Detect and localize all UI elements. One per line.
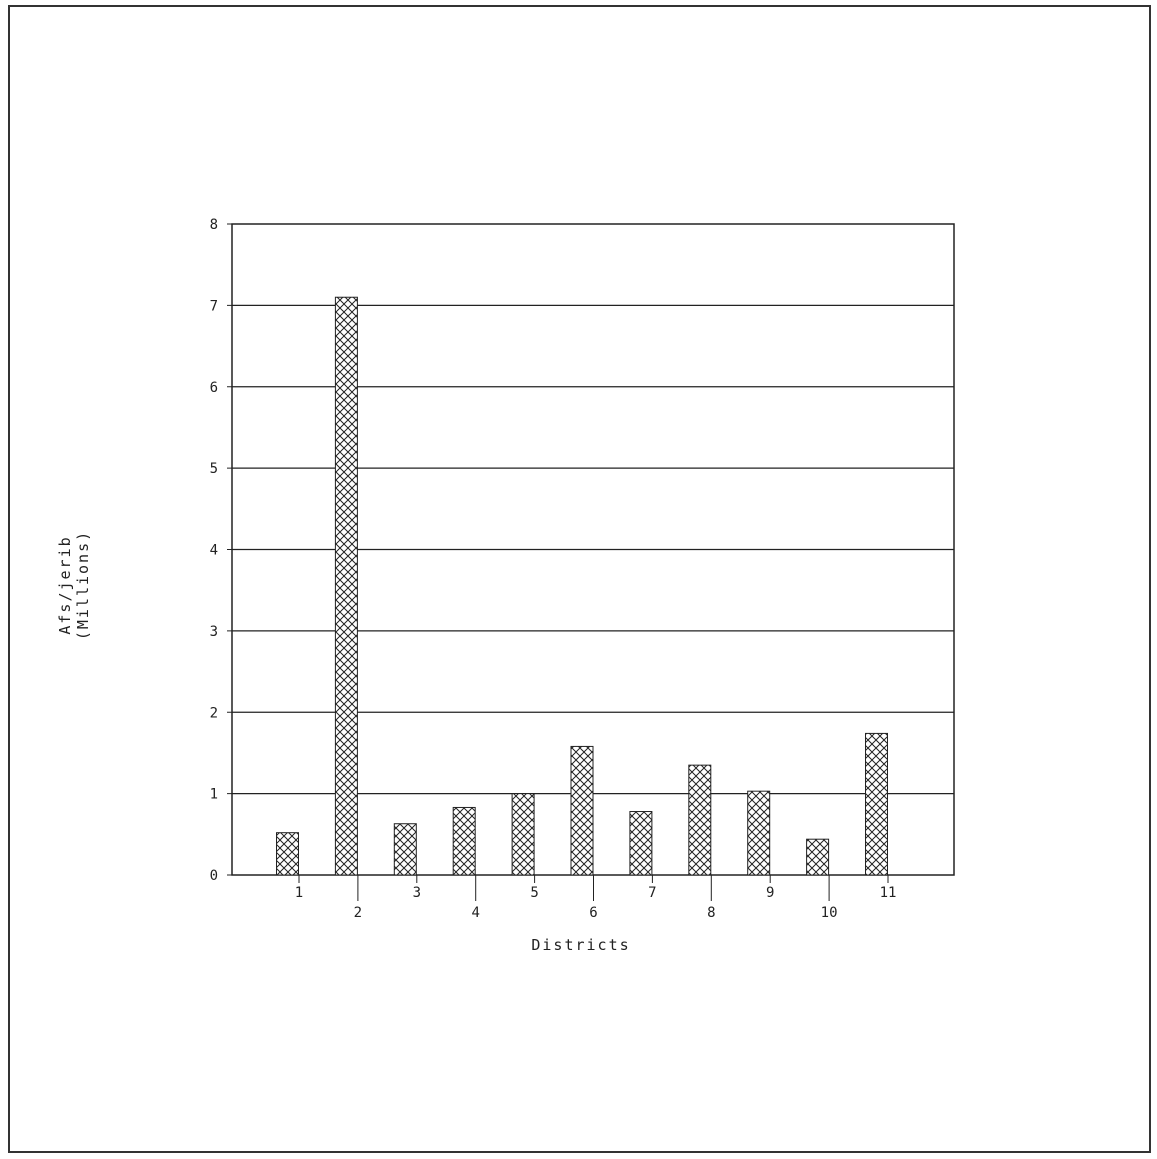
bars <box>276 296 888 876</box>
bar-district-5 <box>511 793 535 876</box>
y-tick-label: 1 <box>210 787 218 803</box>
bar-district-7 <box>629 811 653 876</box>
bar-district-9 <box>747 790 771 876</box>
y-axis-title-line-2: (Millions) <box>74 530 92 640</box>
bar-district-1 <box>276 832 299 876</box>
bar-district-8 <box>688 764 712 876</box>
x-tick-label: 7 <box>648 885 656 901</box>
x-tick-label: 10 <box>821 905 838 921</box>
x-tick-label: 11 <box>880 885 897 901</box>
y-tick-label: 6 <box>210 380 218 396</box>
y-axis-title-line-1: Afs/jerib <box>56 535 74 634</box>
y-tick-label: 8 <box>210 217 218 233</box>
y-tick-label: 2 <box>210 705 218 721</box>
x-tick-label: 8 <box>707 905 715 921</box>
x-tick-label: 9 <box>766 885 774 901</box>
page-frame <box>8 5 1151 1153</box>
bar-district-3 <box>393 823 417 876</box>
bar-district-6 <box>570 745 594 876</box>
y-tick-label: 7 <box>210 298 218 314</box>
y-tick-label: 5 <box>210 461 218 477</box>
x-tick-label: 5 <box>530 885 538 901</box>
bar-district-4 <box>452 806 476 876</box>
bar-district-11 <box>865 732 888 876</box>
y-tick-label: 4 <box>210 543 218 559</box>
y-tick-label: 0 <box>210 868 218 884</box>
y-axis: 0 1 2 3 4 5 6 7 8 <box>210 217 232 884</box>
x-tick-label: 2 <box>354 905 362 921</box>
x-axis-title: Districts <box>531 936 630 954</box>
y-tick-label: 3 <box>210 624 218 640</box>
x-axis: 1 2 3 4 5 6 7 8 9 10 11 <box>295 875 897 921</box>
bar-district-10 <box>806 838 830 876</box>
y-axis-title: Afs/jerib (Millions) <box>56 530 92 640</box>
x-tick-label: 6 <box>589 905 597 921</box>
x-tick-label: 4 <box>471 905 479 921</box>
x-tick-label: 3 <box>413 885 421 901</box>
x-tick-label: 1 <box>295 885 303 901</box>
bar-district-2 <box>334 296 358 876</box>
